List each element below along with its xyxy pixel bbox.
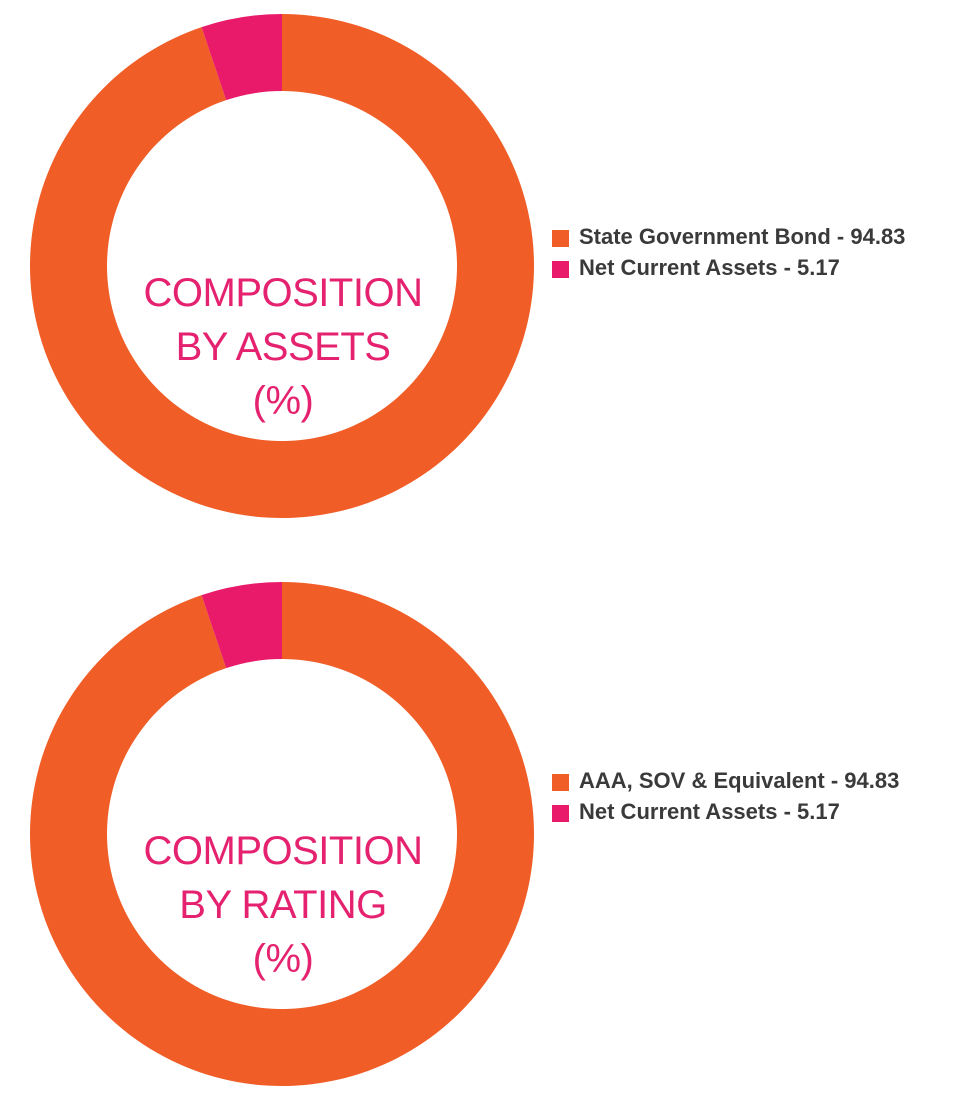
rating-donut-center-label: COMPOSITION BY RATING (%) <box>108 824 458 986</box>
legend-label: Net Current Assets - 5.17 <box>579 255 840 280</box>
legend-label: Net Current Assets - 5.17 <box>579 799 840 824</box>
asset-legend: State Government Bond - 94.83 Net Curren… <box>552 222 952 284</box>
center-label-line-2: BY ASSETS <box>175 325 391 369</box>
asset-composition-chart: COMPOSITION BY ASSETS (%) State Governme… <box>0 0 959 520</box>
legend-label: State Government Bond - 94.83 <box>579 224 906 249</box>
donut-slice-aaa-sov-equivalent <box>29 582 534 1086</box>
rating-legend: AAA, SOV & Equivalent - 94.83 Net Curren… <box>552 766 952 828</box>
donut-slice-net-current-assets <box>201 582 282 669</box>
legend-item-state-government-bond: State Government Bond - 94.83 <box>552 222 952 251</box>
legend-item-aaa-sov-equivalent: AAA, SOV & Equivalent - 94.83 <box>552 766 909 795</box>
asset-donut <box>29 14 534 518</box>
center-label-line-3: (%) <box>252 937 314 981</box>
center-label-line-2: BY RATING <box>179 883 387 927</box>
center-label-line-1: COMPOSITION <box>143 829 423 873</box>
rating-composition-chart: COMPOSITION BY RATING (%) AAA, SOV & Equ… <box>0 568 959 1088</box>
legend-swatch-pink <box>552 261 569 278</box>
rating-donut <box>29 582 534 1086</box>
legend-item-net-current-assets: Net Current Assets - 5.17 <box>552 253 952 282</box>
legend-swatch-orange <box>552 774 569 791</box>
center-label-line-3: (%) <box>252 379 314 423</box>
donut-slice-state-government-bond <box>29 14 534 518</box>
legend-item-net-current-assets: Net Current Assets - 5.17 <box>552 797 952 826</box>
legend-swatch-pink <box>552 805 569 822</box>
donut-slice-net-current-assets <box>201 14 282 101</box>
asset-donut-center-label: COMPOSITION BY ASSETS (%) <box>108 266 458 428</box>
legend-label: AAA, SOV & Equivalent - 94.83 <box>579 768 900 793</box>
legend-swatch-orange <box>552 230 569 247</box>
center-label-line-1: COMPOSITION <box>143 271 423 315</box>
